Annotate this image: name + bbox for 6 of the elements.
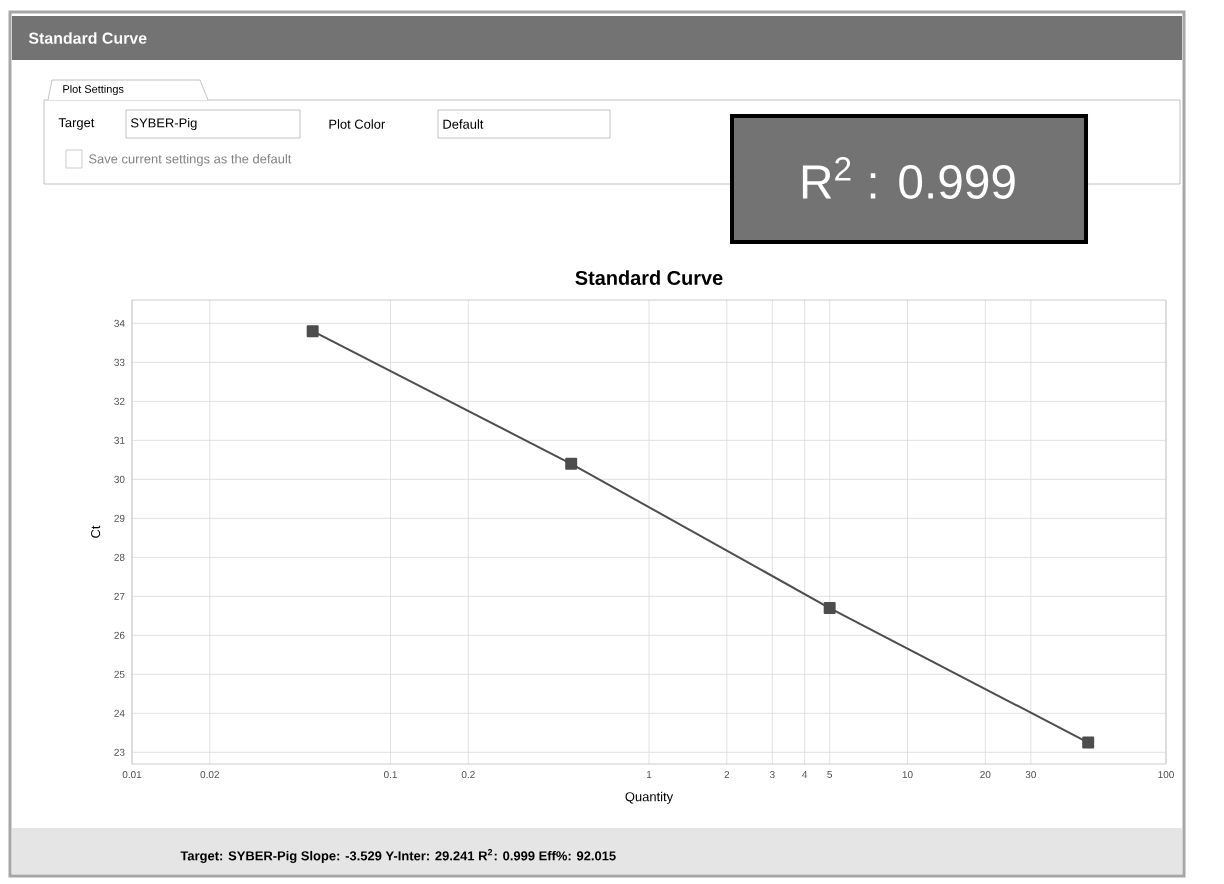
chart-title: Standard Curve [575, 270, 723, 285]
point [823, 602, 836, 615]
text: R$^{2}$ : 0.999 [802, 157, 1015, 199]
point [306, 325, 319, 338]
point [1082, 736, 1095, 749]
point [565, 457, 578, 470]
